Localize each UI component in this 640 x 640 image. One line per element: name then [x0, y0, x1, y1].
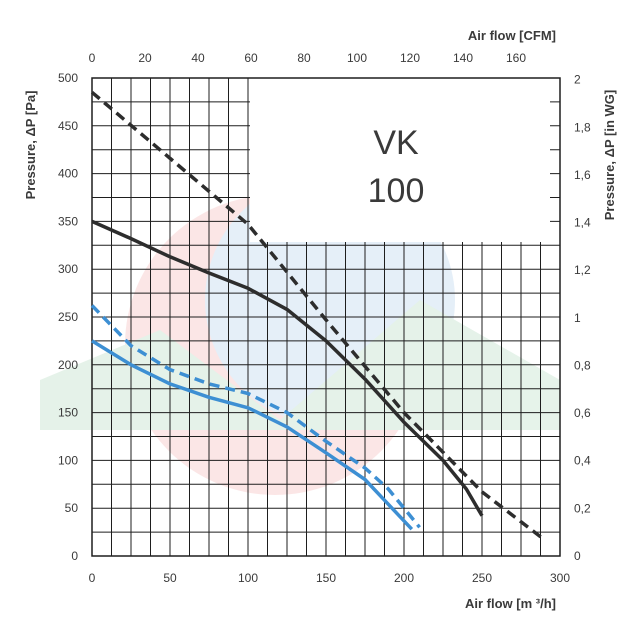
y2-tick-label: 0,2 — [574, 501, 591, 515]
x-tick-label: 300 — [550, 571, 570, 585]
x-tick-label: 250 — [472, 571, 492, 585]
x2-tick-label: 140 — [453, 51, 473, 65]
series-line-3 — [91, 339, 414, 531]
y2-tick-label: 1,2 — [574, 263, 591, 277]
series-line-1 — [91, 219, 484, 517]
y-tick-label: 450 — [58, 119, 78, 133]
x2-tick-label: 120 — [400, 51, 420, 65]
plot-axes — [91, 77, 561, 557]
y2-tick-label: 1 — [574, 311, 581, 325]
x-tick-label: 150 — [316, 571, 336, 585]
x2-tick-label: 0 — [89, 51, 96, 65]
model-label-panel — [250, 78, 550, 242]
x2-tick-label: 100 — [347, 51, 367, 65]
model-label-line-2: 100 — [368, 172, 425, 210]
x-tick-label: 0 — [89, 571, 96, 585]
y-tick-label: 150 — [58, 406, 78, 420]
series-line-4 — [90, 304, 421, 529]
y2-tick-label: 1,4 — [574, 216, 591, 230]
y-tick-label: 50 — [65, 501, 79, 515]
y-tick-label: 500 — [58, 71, 78, 85]
y2-tick-label: 0 — [574, 549, 581, 563]
x2-tick-label: 40 — [191, 51, 205, 65]
x-tick-label: 200 — [394, 571, 414, 585]
y2-tick-label: 0,4 — [574, 454, 591, 468]
x2-tick-label: 80 — [297, 51, 311, 65]
x2-tick-label: 60 — [244, 51, 258, 65]
x2-axis-title: Air flow [CFM] — [468, 28, 556, 43]
model-label-line-1: VK — [373, 124, 419, 162]
y2-tick-label: 2 — [574, 73, 581, 87]
y2-tick-label: 0,6 — [574, 406, 591, 420]
x-axis-title: Air flow [m ³/h] — [465, 596, 556, 611]
y2-tick-label: 1,6 — [574, 168, 591, 182]
y-tick-label: 0 — [71, 549, 78, 563]
y-tick-label: 100 — [58, 453, 78, 467]
y-tick-label: 350 — [58, 214, 78, 228]
y-tick-label: 300 — [58, 262, 78, 276]
x2-tick-label: 20 — [138, 51, 152, 65]
x-tick-label: 100 — [238, 571, 258, 585]
series-layer — [90, 90, 546, 542]
y-tick-label: 400 — [58, 167, 78, 181]
y-axis-title: Pressure, ΔP [Pa] — [23, 91, 38, 200]
y-tick-label: 250 — [58, 310, 78, 324]
y2-tick-label: 0,8 — [574, 358, 591, 372]
x-tick-label: 50 — [163, 571, 177, 585]
y-tick-label: 200 — [58, 358, 78, 372]
y2-axis-title: Pressure, ΔP [in WG] — [602, 90, 617, 220]
series-line-2 — [90, 90, 546, 542]
plot-frame — [91, 77, 561, 557]
x2-tick-label: 160 — [506, 51, 526, 65]
y2-tick-label: 1,8 — [574, 120, 591, 134]
tick-labels: 0 50 100 150 200 250 3000501001502002503003504… — [58, 51, 591, 585]
